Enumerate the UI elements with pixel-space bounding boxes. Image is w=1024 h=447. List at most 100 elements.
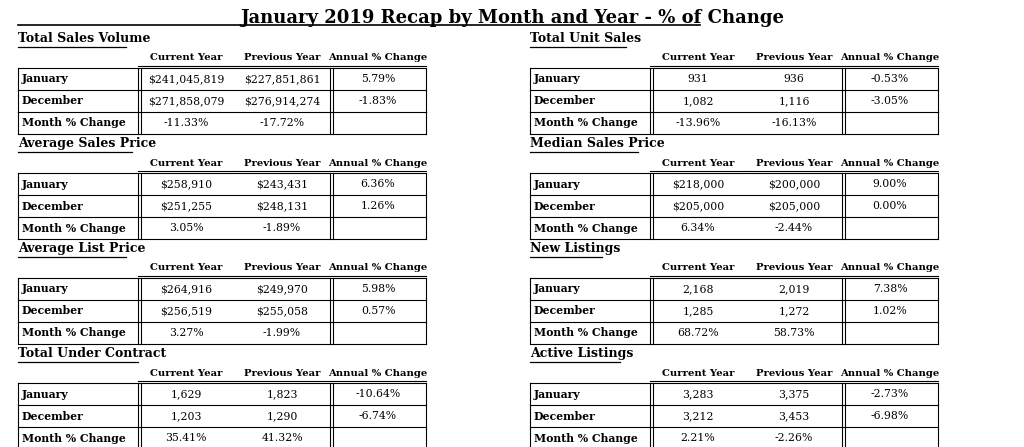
Text: 41.32%: 41.32%: [261, 433, 303, 443]
Text: Annual % Change: Annual % Change: [329, 159, 428, 168]
Text: $276,914,274: $276,914,274: [244, 96, 321, 106]
Text: December: December: [534, 410, 596, 422]
Text: Average List Price: Average List Price: [18, 242, 145, 255]
Text: $243,431: $243,431: [256, 179, 308, 189]
Text: Month % Change: Month % Change: [534, 328, 638, 338]
Text: -10.64%: -10.64%: [355, 389, 400, 399]
Text: December: December: [534, 201, 596, 211]
Text: 2.21%: 2.21%: [681, 433, 716, 443]
Text: $241,045,819: $241,045,819: [147, 74, 224, 84]
Text: 1,116: 1,116: [778, 96, 810, 106]
Text: Annual % Change: Annual % Change: [329, 263, 428, 273]
Text: -2.26%: -2.26%: [775, 433, 813, 443]
Text: -3.05%: -3.05%: [870, 96, 909, 106]
Text: 1,285: 1,285: [682, 306, 714, 316]
Text: $218,000: $218,000: [672, 179, 724, 189]
Text: $264,916: $264,916: [160, 284, 212, 294]
Text: 9.00%: 9.00%: [872, 179, 907, 189]
Text: 3,283: 3,283: [682, 389, 714, 399]
Text: January: January: [534, 73, 581, 84]
Text: 1,823: 1,823: [266, 389, 298, 399]
Text: 1,203: 1,203: [170, 411, 202, 421]
Text: 1,629: 1,629: [170, 389, 202, 399]
Text: 936: 936: [783, 74, 805, 84]
Text: Current Year: Current Year: [662, 263, 734, 273]
Text: -6.98%: -6.98%: [870, 411, 909, 421]
Text: Month % Change: Month % Change: [22, 328, 126, 338]
Text: -0.53%: -0.53%: [870, 74, 909, 84]
Text: Total Unit Sales: Total Unit Sales: [530, 32, 641, 45]
Text: Annual % Change: Annual % Change: [329, 368, 428, 378]
Text: 1,082: 1,082: [682, 96, 714, 106]
Text: Active Listings: Active Listings: [530, 347, 634, 360]
Text: 2,019: 2,019: [778, 284, 810, 294]
Text: New Listings: New Listings: [530, 242, 621, 255]
Text: December: December: [22, 201, 84, 211]
Text: $271,858,079: $271,858,079: [147, 96, 224, 106]
Text: Current Year: Current Year: [662, 159, 734, 168]
Text: -6.74%: -6.74%: [359, 411, 397, 421]
Text: Month % Change: Month % Change: [22, 223, 126, 233]
Text: Month % Change: Month % Change: [22, 433, 126, 443]
Text: Current Year: Current Year: [662, 54, 734, 63]
Text: $248,131: $248,131: [256, 201, 308, 211]
Text: Current Year: Current Year: [150, 263, 222, 273]
Text: January: January: [534, 178, 581, 190]
Text: $227,851,861: $227,851,861: [244, 74, 321, 84]
Text: December: December: [534, 305, 596, 316]
Text: 1.26%: 1.26%: [360, 201, 395, 211]
Text: $205,000: $205,000: [768, 201, 820, 211]
Text: 5.98%: 5.98%: [360, 284, 395, 294]
Text: $258,910: $258,910: [160, 179, 212, 189]
Text: 0.57%: 0.57%: [360, 306, 395, 316]
Text: January: January: [22, 388, 69, 400]
Text: December: December: [22, 305, 84, 316]
Text: Current Year: Current Year: [150, 54, 222, 63]
Text: Previous Year: Previous Year: [244, 159, 321, 168]
Text: 0.00%: 0.00%: [872, 201, 907, 211]
Text: 3.05%: 3.05%: [169, 223, 204, 233]
Text: Current Year: Current Year: [662, 368, 734, 378]
Text: Month % Change: Month % Change: [534, 118, 638, 128]
Text: Annual % Change: Annual % Change: [841, 159, 940, 168]
Text: 58.73%: 58.73%: [773, 328, 815, 338]
Text: Previous Year: Previous Year: [244, 368, 321, 378]
Text: January 2019 Recap by Month and Year - % of Change: January 2019 Recap by Month and Year - %…: [240, 9, 784, 27]
Text: Previous Year: Previous Year: [244, 263, 321, 273]
Text: 7.38%: 7.38%: [872, 284, 907, 294]
Text: Previous Year: Previous Year: [756, 368, 833, 378]
Text: 68.72%: 68.72%: [677, 328, 719, 338]
Text: $256,519: $256,519: [160, 306, 212, 316]
Text: Annual % Change: Annual % Change: [841, 263, 940, 273]
Text: Total Under Contract: Total Under Contract: [18, 347, 166, 360]
Text: 1.02%: 1.02%: [872, 306, 907, 316]
Text: January: January: [534, 388, 581, 400]
Text: Current Year: Current Year: [150, 159, 222, 168]
Text: January: January: [534, 283, 581, 295]
Text: December: December: [22, 410, 84, 422]
Text: Annual % Change: Annual % Change: [329, 54, 428, 63]
Text: 3.27%: 3.27%: [169, 328, 204, 338]
Text: January: January: [22, 73, 69, 84]
Text: Previous Year: Previous Year: [244, 54, 321, 63]
Text: 5.79%: 5.79%: [360, 74, 395, 84]
Text: 3,212: 3,212: [682, 411, 714, 421]
Text: 6.36%: 6.36%: [360, 179, 395, 189]
Text: 1,272: 1,272: [778, 306, 810, 316]
Text: Annual % Change: Annual % Change: [841, 368, 940, 378]
Text: Annual % Change: Annual % Change: [841, 54, 940, 63]
Text: -1.83%: -1.83%: [358, 96, 397, 106]
Text: $200,000: $200,000: [768, 179, 820, 189]
Text: Previous Year: Previous Year: [756, 263, 833, 273]
Text: $255,058: $255,058: [256, 306, 308, 316]
Text: 35.41%: 35.41%: [165, 433, 207, 443]
Text: Current Year: Current Year: [150, 368, 222, 378]
Text: $205,000: $205,000: [672, 201, 724, 211]
Text: -2.73%: -2.73%: [870, 389, 909, 399]
Text: January: January: [22, 178, 69, 190]
Text: $249,970: $249,970: [256, 284, 308, 294]
Text: -16.13%: -16.13%: [771, 118, 817, 128]
Text: -13.96%: -13.96%: [676, 118, 721, 128]
Text: -2.44%: -2.44%: [775, 223, 813, 233]
Text: 931: 931: [687, 74, 709, 84]
